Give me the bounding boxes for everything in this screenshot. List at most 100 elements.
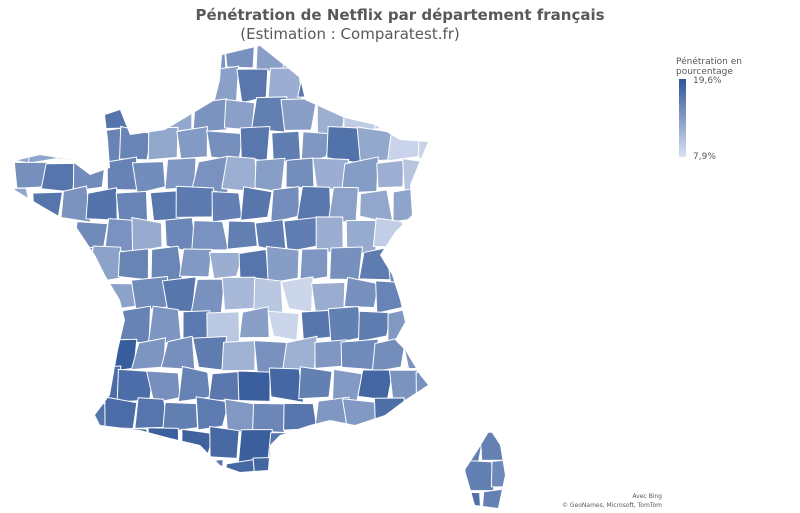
department-region xyxy=(47,95,79,135)
department-region xyxy=(460,460,495,492)
department-region xyxy=(178,248,213,278)
department-region xyxy=(117,248,149,281)
department-region xyxy=(508,68,541,102)
department-region xyxy=(91,427,121,463)
department-region xyxy=(415,367,455,403)
department-region xyxy=(476,127,505,165)
department-region xyxy=(402,158,440,191)
department-region xyxy=(280,98,318,131)
department-region xyxy=(101,457,138,494)
department-region xyxy=(132,99,170,128)
department-region xyxy=(358,246,395,281)
department-region xyxy=(240,186,273,221)
department-region xyxy=(521,39,555,73)
department-region xyxy=(343,276,380,309)
department-region xyxy=(266,245,300,284)
department-region xyxy=(271,130,302,163)
department-region xyxy=(431,159,467,192)
department-region xyxy=(360,66,393,105)
department-region xyxy=(400,46,436,71)
department-region xyxy=(387,126,422,162)
department-region xyxy=(507,127,540,163)
department-region xyxy=(221,155,260,193)
department-region xyxy=(390,426,424,459)
department-region xyxy=(521,217,558,247)
department-region xyxy=(59,308,93,344)
department-region xyxy=(27,306,64,339)
department-region xyxy=(59,488,94,508)
department-region xyxy=(387,306,419,344)
department-region xyxy=(511,187,541,219)
department-region xyxy=(375,280,409,314)
department-region xyxy=(106,156,139,191)
department-region xyxy=(494,158,505,194)
department-region xyxy=(452,369,485,400)
department-region xyxy=(10,459,47,491)
department-region xyxy=(479,430,505,461)
department-region xyxy=(206,130,244,161)
department-region xyxy=(70,397,107,428)
department-region xyxy=(161,46,198,72)
department-region xyxy=(401,400,436,434)
department-region xyxy=(356,427,389,460)
department-region xyxy=(300,131,333,165)
department-region xyxy=(119,125,153,161)
department-region xyxy=(177,365,211,403)
department-region xyxy=(10,70,32,104)
department-region xyxy=(402,97,437,135)
department-region xyxy=(239,126,271,162)
department-region xyxy=(419,426,453,464)
department-region xyxy=(433,335,466,368)
department-region xyxy=(449,246,480,281)
department-region xyxy=(115,427,152,458)
department-region xyxy=(267,431,303,459)
department-region xyxy=(446,126,482,165)
department-region xyxy=(211,191,243,223)
department-region xyxy=(267,67,303,102)
department-region xyxy=(508,313,544,341)
department-region xyxy=(175,185,215,218)
department-region xyxy=(74,46,110,75)
department-region xyxy=(88,306,124,341)
department-region xyxy=(146,70,179,104)
department-region xyxy=(58,425,95,464)
department-region xyxy=(87,365,122,403)
department-region xyxy=(280,276,314,313)
department-region xyxy=(164,157,197,190)
legend-title: Pénétration en pourcentage xyxy=(676,57,742,77)
department-region xyxy=(42,46,77,69)
department-region xyxy=(446,430,485,464)
department-region xyxy=(313,46,350,72)
department-region xyxy=(137,459,166,488)
department-region xyxy=(223,98,256,131)
department-region xyxy=(10,489,30,508)
department-region xyxy=(12,276,49,315)
department-region xyxy=(356,486,390,508)
department-region xyxy=(71,338,105,372)
department-region xyxy=(466,160,493,189)
department-region xyxy=(389,68,424,103)
department-region xyxy=(329,246,364,281)
department-region xyxy=(89,127,124,163)
department-region xyxy=(40,162,77,193)
department-region xyxy=(208,65,240,103)
department-region xyxy=(431,46,463,72)
department-region xyxy=(430,100,465,133)
department-region xyxy=(10,187,34,222)
department-region xyxy=(494,97,505,128)
department-region xyxy=(357,369,394,401)
department-region xyxy=(448,187,484,223)
department-region xyxy=(416,306,449,344)
department-region xyxy=(493,280,505,312)
legend-color-scale xyxy=(679,79,686,157)
department-region xyxy=(40,458,79,491)
department-region xyxy=(341,398,380,433)
department-region xyxy=(480,306,505,344)
department-region xyxy=(507,369,542,404)
attribution-bing: Avec Bing xyxy=(632,493,662,500)
department-region xyxy=(370,46,409,71)
department-region xyxy=(191,458,224,494)
department-region xyxy=(405,218,435,253)
department-region xyxy=(524,336,559,372)
department-region xyxy=(376,159,405,189)
